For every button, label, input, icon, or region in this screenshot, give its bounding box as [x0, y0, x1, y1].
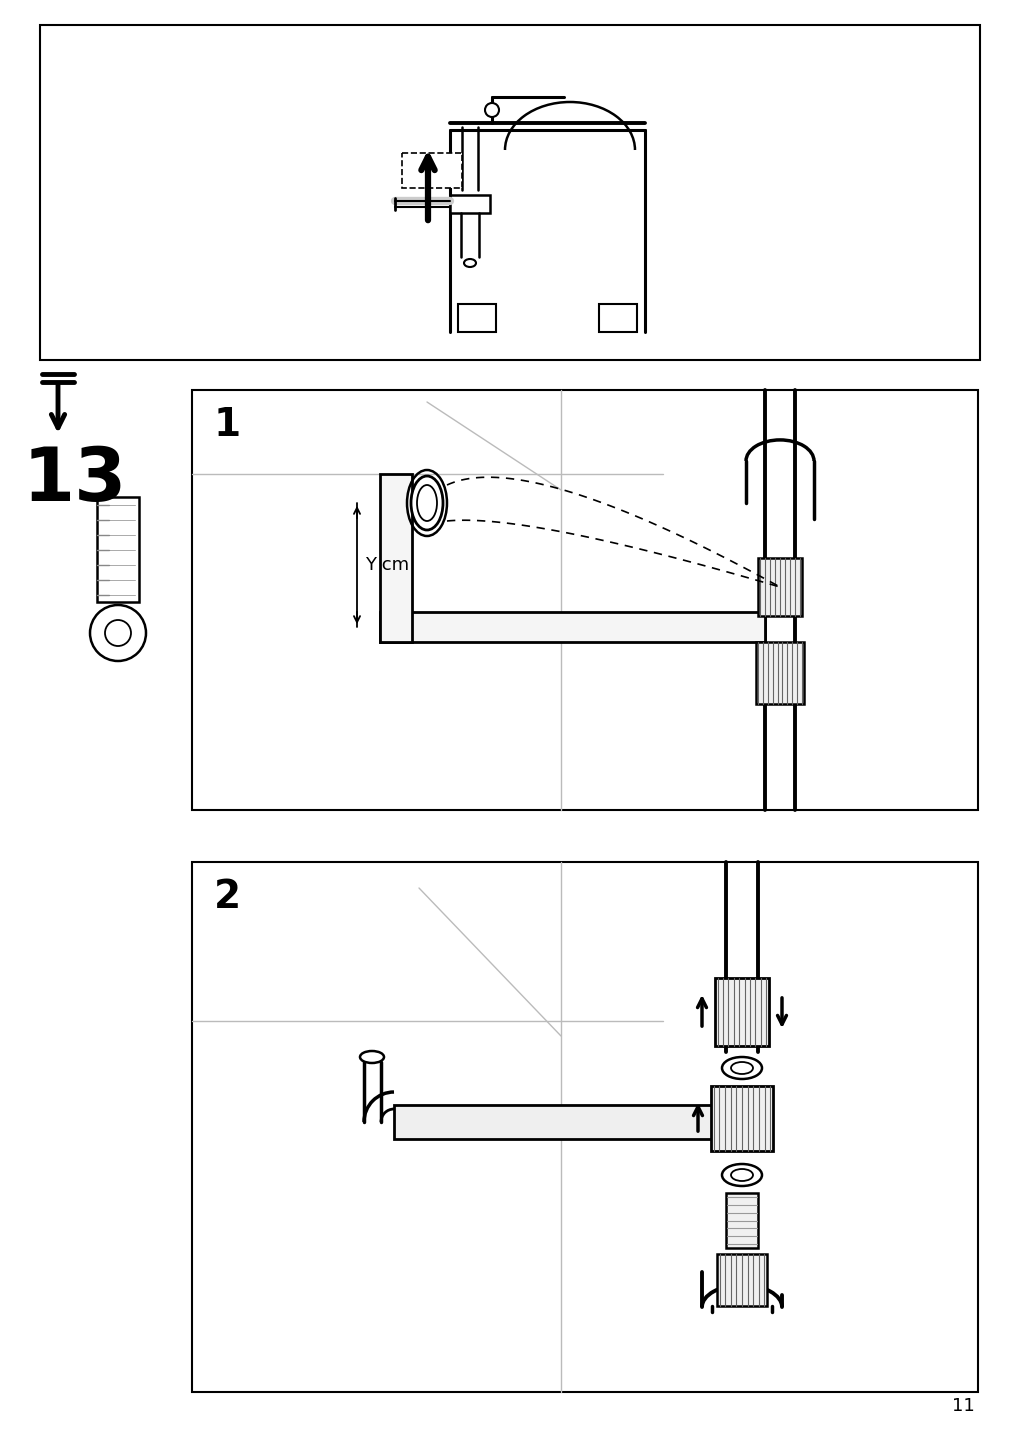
Bar: [450, 195, 489, 213]
Text: 2: 2: [213, 878, 241, 916]
Ellipse shape: [417, 485, 437, 521]
Bar: [711, 1085, 772, 1151]
Ellipse shape: [90, 604, 146, 662]
Bar: [599, 304, 636, 332]
Ellipse shape: [410, 475, 443, 530]
Ellipse shape: [721, 1057, 761, 1078]
Ellipse shape: [484, 103, 498, 117]
Bar: [755, 642, 803, 705]
Bar: [40, 24, 979, 359]
Bar: [458, 304, 495, 332]
Bar: [715, 978, 768, 1045]
Text: 13: 13: [23, 444, 127, 517]
Bar: [97, 497, 139, 601]
Bar: [393, 1106, 716, 1138]
Bar: [192, 390, 977, 811]
Ellipse shape: [730, 1169, 752, 1181]
Ellipse shape: [463, 259, 475, 266]
Bar: [716, 1254, 766, 1306]
Bar: [192, 862, 977, 1392]
Text: 1: 1: [213, 407, 241, 444]
Ellipse shape: [105, 620, 130, 646]
Bar: [725, 1193, 757, 1249]
Bar: [757, 558, 801, 616]
Ellipse shape: [360, 1051, 383, 1063]
Text: 11: 11: [951, 1398, 974, 1415]
Ellipse shape: [721, 1164, 761, 1186]
Bar: [401, 153, 462, 188]
Ellipse shape: [730, 1063, 752, 1074]
Bar: [379, 474, 411, 642]
Text: Y cm: Y cm: [365, 556, 408, 574]
Bar: [379, 611, 764, 642]
